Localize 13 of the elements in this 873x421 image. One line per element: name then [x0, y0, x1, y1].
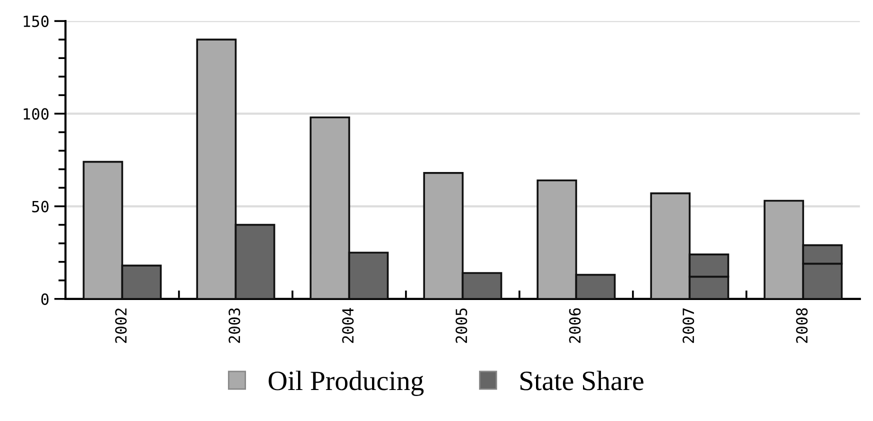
legend-label: State Share	[520, 370, 644, 390]
x-tick-label: 2006	[569, 308, 581, 343]
y-tick-label: 150	[24, 16, 49, 28]
x-tick-label: 2003	[228, 308, 240, 343]
y-tick-label: 50	[32, 200, 49, 212]
x-tick-label: 2002	[115, 308, 127, 343]
y-tick-label: 100	[24, 108, 49, 120]
x-tick-label: 2004	[342, 308, 354, 343]
x-tick-label: 2008	[796, 308, 808, 343]
x-tick-label: 2005	[456, 308, 468, 343]
legend-label: Oil Producing	[268, 370, 424, 396]
y-tick-label: 0	[41, 293, 49, 305]
x-tick-label: 2007	[682, 308, 694, 343]
